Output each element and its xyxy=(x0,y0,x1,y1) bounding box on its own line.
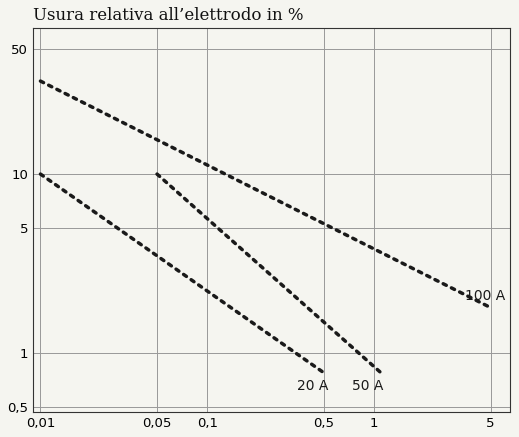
Text: 50 A: 50 A xyxy=(352,379,384,393)
Text: Usura relativa all’elettrodo in %: Usura relativa all’elettrodo in % xyxy=(33,7,303,24)
Text: 100 A: 100 A xyxy=(465,288,505,302)
Text: 20 A: 20 A xyxy=(297,379,329,393)
